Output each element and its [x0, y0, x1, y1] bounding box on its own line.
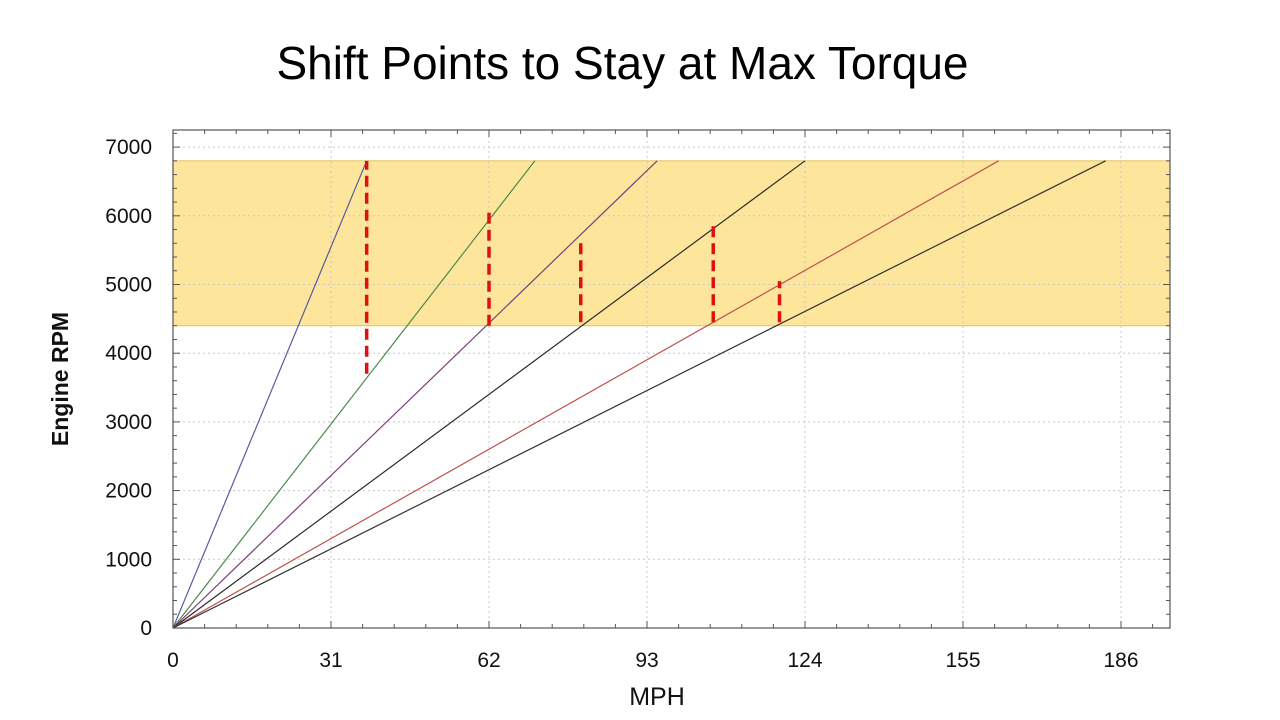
x-tick-label: 93: [635, 649, 658, 672]
y-tick-label: 7000: [105, 136, 152, 159]
y-tick-label: 1000: [105, 548, 152, 571]
y-axis-title: Engine RPM: [47, 312, 73, 446]
gear-line-3: [172, 160, 658, 629]
y-tick-label: 5000: [105, 274, 152, 297]
minor-ticks: [172, 130, 1170, 629]
plot-border: [172, 129, 1171, 629]
slide-title: Shift Points to Stay at Max Torque: [276, 37, 969, 89]
y-tick-label: 6000: [105, 205, 152, 228]
gear-line-1: [172, 160, 368, 629]
series-lines: [172, 160, 1106, 629]
gear-line-5: [172, 160, 999, 629]
shift-markers: [364, 160, 782, 374]
y-tick-labels: 0 1000 2000 3000 4000 5000 6000 7000: [105, 136, 152, 640]
x-tick-label: 186: [1103, 649, 1138, 672]
x-axis-title: MPH: [629, 683, 685, 711]
y-tick-label: 0: [140, 617, 152, 640]
x-tick-label: 31: [319, 649, 342, 672]
y-tick-label: 2000: [105, 480, 152, 503]
x-tick-label: 62: [477, 649, 500, 672]
x-tick-label: 124: [787, 649, 822, 672]
x-tick-labels: 0 31 62 93 124 155 186: [167, 649, 1138, 672]
x-tick-label: 155: [945, 649, 980, 672]
x-tick-label: 0: [167, 649, 179, 672]
gear-line-2: [172, 160, 536, 629]
y-tick-label: 3000: [105, 411, 152, 434]
y-tick-label: 4000: [105, 342, 152, 365]
gear-line-4: [172, 160, 806, 629]
gear-line-6: [172, 160, 1106, 629]
max-torque-band: [172, 160, 1171, 327]
